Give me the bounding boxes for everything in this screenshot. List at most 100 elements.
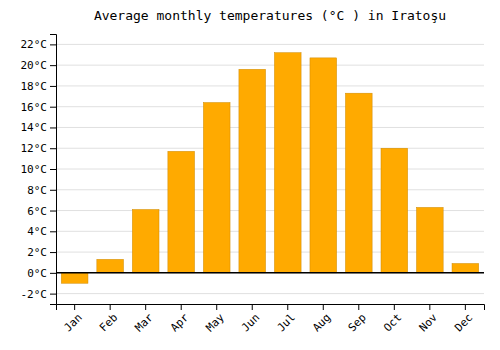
x-tick-mark xyxy=(145,304,146,310)
x-axis: Jan Feb Mar Apr May Jun Jul Aug Sep Oct Nov Dec xyxy=(57,304,485,334)
y-tick: 22°C xyxy=(21,38,57,51)
x-tick-label: Mar xyxy=(132,311,156,335)
grid-line xyxy=(56,293,484,294)
bars xyxy=(56,53,484,284)
y-tick-mark xyxy=(50,65,56,66)
y-tick-mark xyxy=(50,107,56,108)
y-axis-line xyxy=(50,35,57,305)
y-tick: 12°C xyxy=(21,142,57,155)
x-tick-label: Jan xyxy=(61,311,84,334)
bar xyxy=(381,148,408,273)
x-tick: Dec xyxy=(452,304,475,334)
y-tick: 18°C xyxy=(21,80,57,93)
plot: -2°C 0°C 2°C 4°C 6°C 8°C 10°C 12°C 14°C 16°C 18°C 2… xyxy=(21,35,485,335)
y-tick-mark xyxy=(50,273,56,274)
x-tick-mark xyxy=(323,304,324,310)
y-tick-mark xyxy=(50,252,56,253)
grid-line xyxy=(56,169,484,170)
x-tick-mark xyxy=(181,304,182,310)
x-tick-mark xyxy=(110,304,111,310)
y-tick-mark xyxy=(50,294,56,295)
bar xyxy=(168,151,195,273)
grid-line xyxy=(56,85,484,86)
y-tick-label: 12°C xyxy=(21,142,48,155)
y-tick: 4°C xyxy=(27,225,56,238)
x-tick-mark xyxy=(465,304,466,310)
x-tick: Jan xyxy=(61,304,84,334)
y-tick-label: 8°C xyxy=(27,184,47,197)
y-tick: 16°C xyxy=(21,101,57,114)
x-tick-mark xyxy=(358,304,359,310)
y-tick-mark xyxy=(50,231,56,232)
x-axis-line xyxy=(57,305,485,311)
y-tick-mark xyxy=(50,44,56,45)
x-tick: Jul xyxy=(275,304,298,334)
x-tick-label: Sep xyxy=(346,311,369,334)
x-tick-label: Apr xyxy=(168,311,192,335)
x-tick: Nov xyxy=(417,304,441,334)
bar xyxy=(417,207,444,272)
grid xyxy=(56,44,484,293)
y-tick-mark xyxy=(50,169,56,170)
bar xyxy=(274,53,301,273)
grid-line xyxy=(56,148,484,149)
x-tick: Aug xyxy=(310,304,333,334)
x-tick: Sep xyxy=(346,304,369,334)
x-tick-label: Dec xyxy=(452,311,475,334)
x-tick-label: Aug xyxy=(310,311,333,334)
y-tick-label: 20°C xyxy=(21,59,48,72)
grid-line xyxy=(56,65,484,66)
y-tick-label: 22°C xyxy=(21,38,48,51)
zero-line xyxy=(56,272,484,274)
bar xyxy=(97,259,124,273)
x-tick: Apr xyxy=(168,304,192,334)
y-tick: 6°C xyxy=(27,205,56,218)
x-tick: Oct xyxy=(381,304,404,334)
y-tick-label: 0°C xyxy=(27,267,47,280)
bar xyxy=(61,273,88,283)
x-tick-label: Feb xyxy=(97,311,120,334)
y-tick-label: 6°C xyxy=(27,205,47,218)
y-tick-label: -2°C xyxy=(21,288,48,301)
x-tick-label: Jul xyxy=(275,311,298,334)
y-tick: 10°C xyxy=(21,163,57,176)
x-tick-mark xyxy=(429,304,430,310)
x-tick: Mar xyxy=(132,304,156,334)
y-tick-mark xyxy=(50,211,56,212)
y-tick: 2°C xyxy=(27,246,56,259)
y-axis: -2°C 0°C 2°C 4°C 6°C 8°C 10°C 12°C 14°C 16°C 18°C 2… xyxy=(21,35,57,305)
x-tick-mark xyxy=(252,304,253,310)
y-tick: 14°C xyxy=(21,121,57,134)
x-tick-mark xyxy=(74,304,75,310)
y-tick-mark xyxy=(50,127,56,128)
x-tick: Feb xyxy=(97,304,120,334)
grid-line xyxy=(56,189,484,190)
x-tick-label: May xyxy=(204,311,228,335)
y-tick-label: 18°C xyxy=(21,80,48,93)
y-tick-label: 14°C xyxy=(21,121,48,134)
bar xyxy=(203,103,230,273)
y-tick: 20°C xyxy=(21,59,57,72)
x-tick-mark xyxy=(394,304,395,310)
y-tick-mark xyxy=(50,86,56,87)
bar xyxy=(310,58,337,273)
y-tick-mark xyxy=(50,190,56,191)
x-tick-label: Jun xyxy=(239,311,262,334)
bar xyxy=(452,264,479,273)
y-tick: 0°C xyxy=(27,267,56,280)
y-tick-label: 16°C xyxy=(21,101,48,114)
grid-line xyxy=(56,127,484,128)
y-tick-mark xyxy=(50,148,56,149)
y-tick: -2°C xyxy=(21,288,57,301)
x-tick: Jun xyxy=(239,304,262,334)
grid-line xyxy=(56,106,484,107)
y-tick-label: 4°C xyxy=(27,225,47,238)
x-tick-mark xyxy=(216,304,217,310)
grid-line xyxy=(56,44,484,45)
x-tick-label: Oct xyxy=(381,311,404,334)
chart: -2°C 0°C 2°C 4°C 6°C 8°C 10°C 12°C 14°C 16°C 18°C 2… xyxy=(0,0,500,350)
x-tick: May xyxy=(204,304,228,334)
y-tick: 8°C xyxy=(27,184,56,197)
grid-line xyxy=(56,272,484,273)
x-tick-mark xyxy=(287,304,288,310)
